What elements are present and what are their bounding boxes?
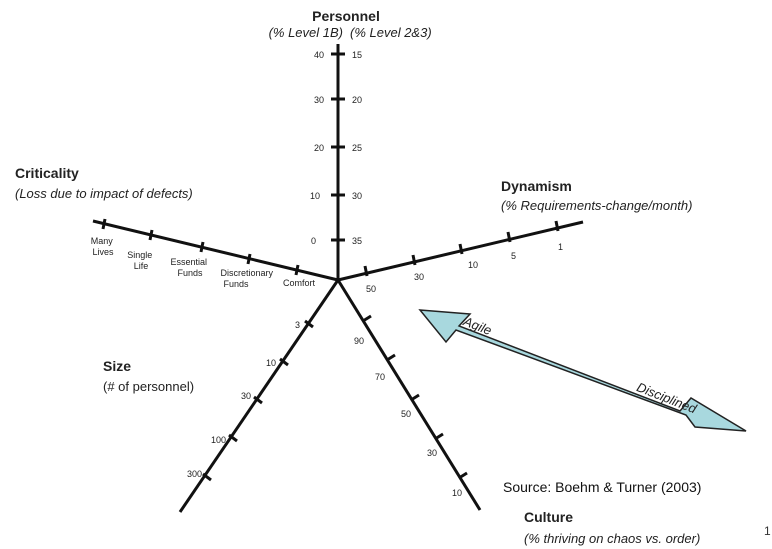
culture-tick — [434, 432, 444, 441]
personnel-right-tick-label: 30 — [352, 191, 362, 201]
criticality-label: Many Lives — [91, 236, 116, 257]
dynamism-tick — [363, 265, 369, 277]
culture-tick-labels: 90 70 50 30 10 — [354, 336, 462, 498]
culture-axis — [336, 279, 482, 511]
personnel-title: Personnel — [312, 8, 380, 24]
page-number: 1 — [764, 524, 771, 538]
culture-tick-label: 70 — [375, 372, 385, 382]
size-title: Size — [103, 358, 131, 374]
culture-tick-label: 50 — [401, 409, 411, 419]
dynamism-tick — [411, 254, 417, 266]
double-arrow-shape — [418, 309, 747, 432]
size-tick — [304, 319, 314, 329]
criticality-label: Comfort — [283, 278, 316, 288]
culture-tick — [410, 393, 420, 402]
culture-tick-label: 90 — [354, 336, 364, 346]
personnel-right-tick-label: 20 — [352, 95, 362, 105]
size-tick — [202, 472, 212, 482]
size-tick-label: 10 — [266, 358, 276, 368]
dynamism-tick-label: 10 — [468, 260, 478, 270]
personnel-subtitle-right: (% Level 2&3) — [350, 25, 432, 40]
culture-tick — [458, 471, 468, 480]
personnel-ticks — [331, 52, 345, 242]
dynamism-tick-label: 30 — [414, 272, 424, 282]
dynamism-title: Dynamism — [501, 178, 572, 194]
criticality-ticks — [101, 218, 300, 276]
dynamism-tick — [458, 243, 464, 255]
size-subtitle: (# of personnel) — [103, 379, 194, 394]
size-axis — [178, 279, 340, 513]
criticality-label: Discretionary Funds — [220, 268, 275, 289]
personnel-right-tick-label: 25 — [352, 143, 362, 153]
criticality-tick — [246, 253, 252, 265]
criticality-labels: Many Lives Single Life Essential Funds D… — [91, 236, 316, 289]
criticality-subtitle: (Loss due to impact of defects) — [15, 186, 193, 201]
criticality-label: Essential Funds — [170, 257, 209, 278]
culture-tick — [386, 353, 396, 362]
criticality-tick — [101, 218, 107, 230]
personnel-left-tick-label: 30 — [314, 95, 324, 105]
criticality-tick — [148, 229, 154, 241]
dynamism-tick-label: 50 — [366, 284, 376, 294]
dynamism-tick — [506, 231, 512, 243]
criticality-label: Single Life — [127, 250, 155, 271]
dynamism-tick — [554, 220, 560, 232]
size-tick-label: 30 — [241, 391, 251, 401]
size-tick-label: 3 — [295, 320, 300, 330]
size-tick — [228, 433, 238, 443]
size-ticks — [202, 319, 314, 482]
culture-tick — [362, 314, 372, 323]
personnel-left-tick-label: 10 — [310, 191, 320, 201]
dynamism-subtitle: (% Requirements-change/month) — [501, 198, 692, 213]
culture-title: Culture — [524, 509, 573, 525]
size-tick-labels: 3 10 30 100 300 — [187, 320, 300, 479]
culture-tick-label: 30 — [427, 448, 437, 458]
dynamism-tick-label: 1 — [558, 242, 563, 252]
dynamism-tick-labels: 50 30 10 5 1 — [366, 242, 563, 294]
personnel-subtitle-left: (% Level 1B) — [269, 25, 343, 40]
personnel-right-tick-label: 35 — [352, 236, 362, 246]
criticality-tick — [199, 241, 205, 253]
personnel-left-tick-label: 20 — [314, 143, 324, 153]
source-note: Source: Boehm & Turner (2003) — [503, 479, 701, 495]
culture-tick-label: 10 — [452, 488, 462, 498]
size-tick-label: 100 — [211, 435, 226, 445]
personnel-left-tick-label: 40 — [314, 50, 324, 60]
personnel-left-tick-labels: 40 30 20 10 0 — [310, 50, 324, 246]
criticality-tick — [294, 264, 300, 276]
personnel-right-tick-labels: 15 20 25 30 35 — [352, 50, 362, 246]
size-tick — [253, 395, 263, 405]
personnel-right-tick-label: 15 — [352, 50, 362, 60]
dynamism-ticks — [363, 220, 560, 277]
size-tick-label: 300 — [187, 469, 202, 479]
criticality-title: Criticality — [15, 165, 79, 181]
agile-disciplined-arrow: Agile Disciplined — [418, 309, 747, 432]
personnel-left-tick-label: 0 — [311, 236, 316, 246]
culture-subtitle: (% thriving on chaos vs. order) — [524, 531, 700, 546]
culture-ticks — [362, 314, 468, 480]
size-tick — [279, 357, 289, 367]
dynamism-tick-label: 5 — [511, 251, 516, 261]
